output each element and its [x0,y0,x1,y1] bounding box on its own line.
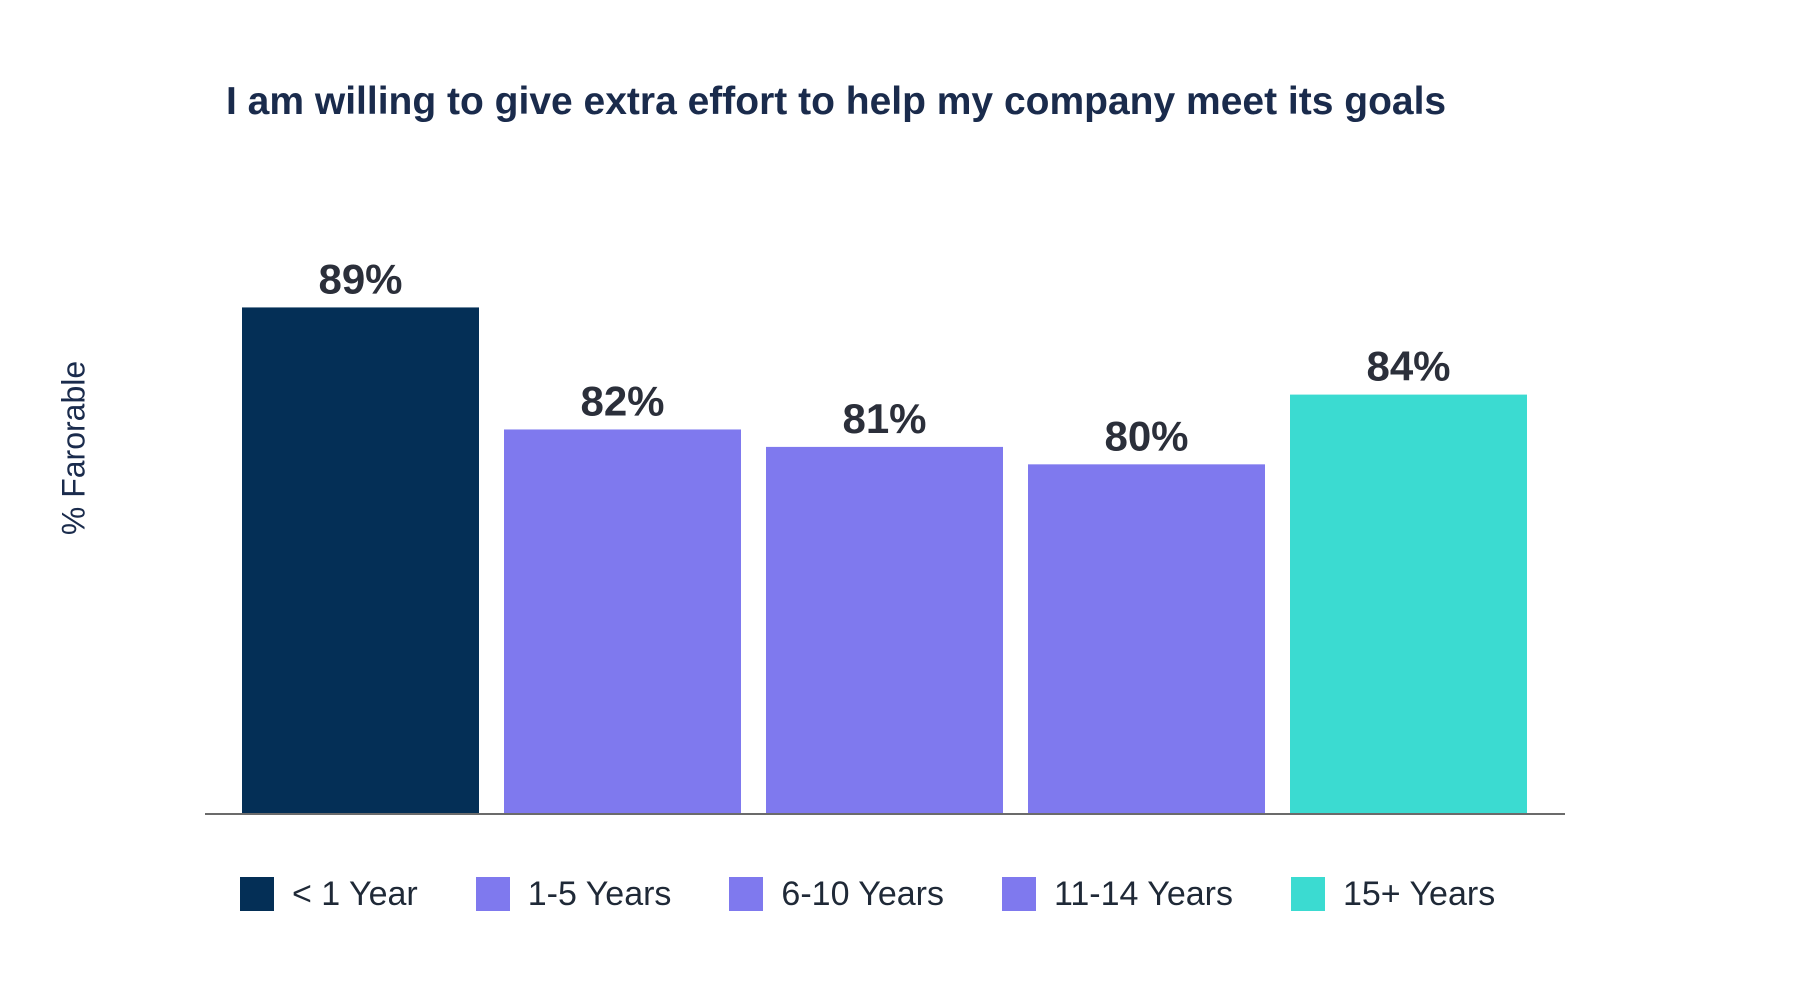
legend-swatch [729,877,764,911]
legend-swatch [1290,877,1325,911]
chart-title: I am willing to give extra effort to hel… [226,80,1447,123]
bar-value-label-1: 82% [580,377,664,424]
legend-item-11-14-years: 11-14 Years [1002,875,1233,914]
legend-swatch [240,877,274,911]
bar-4 [1290,394,1527,813]
bar-1 [504,429,741,813]
legend-swatch [475,877,510,911]
legend-label: < 1 Year [292,874,418,913]
bar-0 [242,307,479,813]
bar-2 [766,446,1003,813]
bar-value-label-4: 84% [1366,343,1450,390]
legend-item-15-plus-years: 15+ Years [1290,874,1496,914]
bar-value-label-2: 81% [842,395,926,442]
legend-label: 11-14 Years [1054,874,1233,913]
legend-item-1-5-years: 1-5 Years [475,874,672,914]
legend-swatch [1002,877,1037,911]
legend: < 1 Year 1-5 Years 6-10 Years 11-14 Year… [240,872,1495,916]
bar-3 [1028,464,1265,813]
bar-value-label-0: 89% [318,255,402,302]
legend-label: 6-10 Years [781,874,945,913]
legend-item-less-than-1-year: < 1 Year [240,875,418,914]
legend-label: 15+ Years [1342,874,1496,913]
legend-label: 1-5 Years [527,874,672,913]
bar-value-label-3: 80% [1104,412,1188,459]
legend-item-6-10-years: 6-10 Years [729,875,944,914]
